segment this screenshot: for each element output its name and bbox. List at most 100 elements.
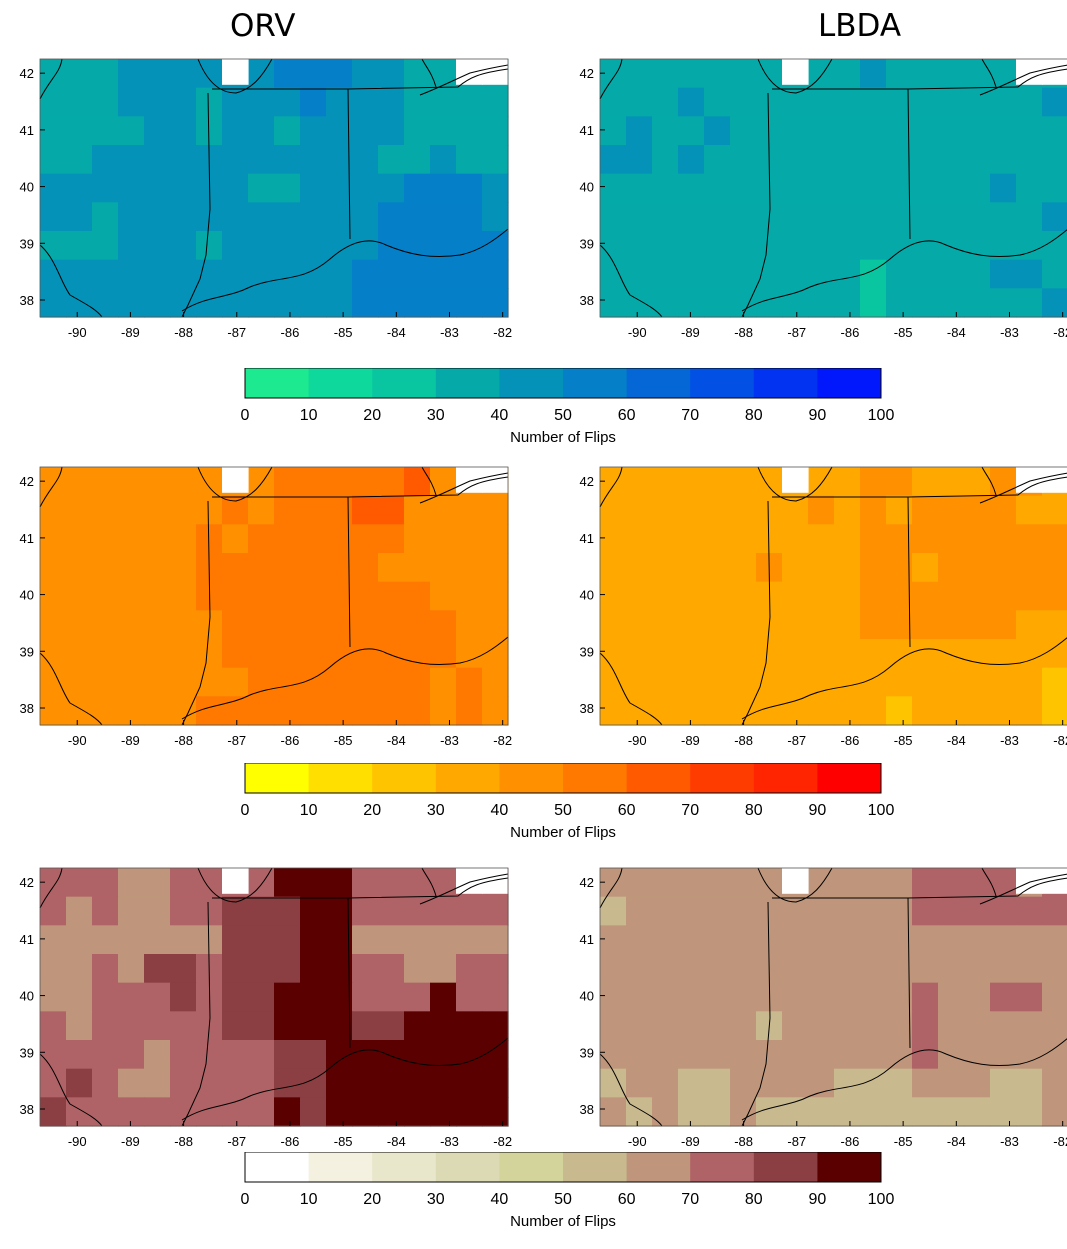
lon-tick-label: -84 (387, 1134, 406, 1149)
grid-cell (808, 667, 835, 697)
colorbar-swatch (245, 1152, 310, 1182)
grid-cell (66, 954, 93, 984)
grid-cell (378, 202, 405, 232)
grid-cell (170, 1011, 197, 1041)
grid-cell (326, 1011, 353, 1041)
grid-cell (834, 145, 861, 175)
grid-cell (300, 288, 327, 318)
grid-cell (430, 259, 457, 289)
grid-cell (600, 145, 627, 175)
boundary-line (39, 244, 103, 318)
grid-cell (652, 259, 679, 289)
grid-cell (964, 59, 991, 89)
grid-cell (248, 696, 275, 726)
lat-tick-label: 39 (580, 236, 594, 251)
grid-cell (600, 896, 627, 926)
grid-cell (626, 610, 653, 640)
grid-cell (118, 116, 145, 146)
grid-cell (1016, 1097, 1043, 1127)
grid-cell (1016, 495, 1043, 525)
grid-cell (404, 288, 431, 318)
lon-tick-label: -83 (440, 325, 459, 340)
boundary-line (907, 68, 1067, 90)
grid-cell (678, 954, 705, 984)
grid-cell (352, 288, 379, 318)
colorbar-swatch (626, 1152, 691, 1182)
lon-tick-label: -87 (787, 733, 806, 748)
colorbar-tick-label: 50 (554, 802, 572, 819)
grid-cell (1042, 259, 1067, 289)
grid-cell (482, 173, 509, 203)
lon-tick-label: -82 (1053, 1134, 1067, 1149)
grid-cell (860, 1011, 887, 1041)
grid-cell (1042, 1040, 1067, 1070)
grid-cell (964, 524, 991, 554)
grid-cell (860, 173, 887, 203)
lon-tick-label: -90 (68, 733, 87, 748)
lon-tick-label: -85 (894, 325, 913, 340)
grid-cell (274, 1068, 301, 1098)
grid-cell (144, 925, 171, 955)
grid-cell (144, 610, 171, 640)
grid-cell (40, 982, 67, 1012)
grid-cell (626, 581, 653, 611)
grid-cell (40, 553, 67, 583)
lon-tick-label: -90 (628, 1134, 647, 1149)
grid-cell (300, 202, 327, 232)
grid-cell (678, 1011, 705, 1041)
lat-tick-label: 38 (20, 701, 34, 716)
grid-cell (1016, 87, 1043, 117)
grid-cell (248, 925, 275, 955)
grid-cell (704, 925, 731, 955)
grid-cell (326, 173, 353, 203)
colorbar-tick-label: 0 (241, 802, 250, 819)
missing-cell (222, 59, 249, 85)
grid-cell (912, 1097, 939, 1127)
grid-cell (144, 639, 171, 669)
map-orv-row2: 42 41 40 39 38 -90 -89 -88 -87 -86 -85 -84 -83 -82 (0, 463, 518, 755)
lon-tick-label: -86 (841, 733, 860, 748)
grid-cell (430, 639, 457, 669)
grid-cell (756, 231, 783, 261)
grid-cell (600, 925, 627, 955)
grid-cell (626, 1068, 653, 1098)
lon-tick-label: -88 (734, 1134, 753, 1149)
colorbar-tick-label: 90 (809, 407, 827, 424)
grid-cell (678, 467, 705, 497)
grid-cell (300, 173, 327, 203)
grid-cell (964, 868, 991, 898)
grid-cell (118, 145, 145, 175)
grid-cell (964, 202, 991, 232)
missing-cell (1042, 59, 1067, 85)
grid-cell (678, 116, 705, 146)
lat-tick-label: 41 (580, 531, 594, 546)
grid-cell (326, 1097, 353, 1127)
lon-tick-label: -89 (681, 733, 700, 748)
grid-cell (990, 116, 1017, 146)
grid-cell (352, 896, 379, 926)
grid-cell (626, 896, 653, 926)
grid-cell (964, 581, 991, 611)
colorbar-tick-label: 10 (300, 407, 318, 424)
grid-cell (678, 1068, 705, 1098)
grid-cell (170, 954, 197, 984)
grid-cell (912, 288, 939, 318)
grid-cell (912, 202, 939, 232)
grid-cell (600, 1040, 627, 1070)
grid-cell (404, 173, 431, 203)
grid-cell (66, 1097, 93, 1127)
grid-cells (600, 868, 1067, 1127)
grid-cell (378, 259, 405, 289)
lon-tick-label: -88 (734, 733, 753, 748)
grid-cell (938, 581, 965, 611)
grid-cell (912, 231, 939, 261)
grid-cells (600, 467, 1067, 726)
grid-cell (600, 696, 627, 726)
grid-cell (652, 982, 679, 1012)
grid-cell (118, 982, 145, 1012)
grid-cell (248, 202, 275, 232)
grid-cell (678, 610, 705, 640)
grid-cell (834, 288, 861, 318)
grid-cell (378, 868, 405, 898)
grid-cell (860, 467, 887, 497)
